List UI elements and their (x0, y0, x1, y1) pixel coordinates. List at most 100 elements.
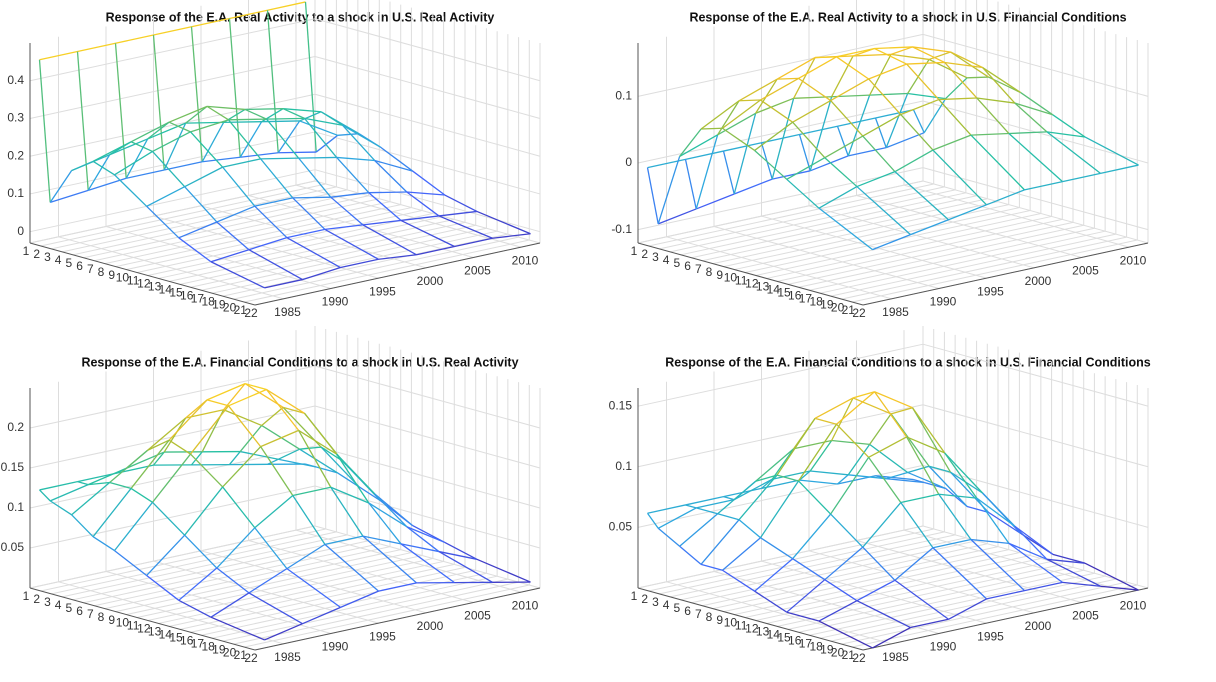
mesh-segment (374, 493, 408, 528)
mesh-segment (444, 194, 478, 213)
horizon-tick-label: 6 (684, 259, 691, 273)
horizon-tick-label: 7 (695, 262, 702, 276)
mesh-segment (163, 417, 187, 453)
mesh-segment (113, 501, 154, 552)
mesh-segment (815, 56, 837, 59)
grid-line (29, 18, 316, 82)
mesh-segment (292, 486, 331, 497)
mesh-segment (152, 131, 191, 153)
grid-line (922, 343, 1149, 407)
grid-line (841, 581, 1127, 645)
mesh-segment (722, 127, 756, 151)
mesh-segment (847, 94, 871, 157)
horizon-tick-label: 8 (706, 610, 713, 624)
z-tick-label: 0.1 (615, 89, 632, 103)
grid-line (734, 207, 1020, 271)
horizon-axis (637, 242, 864, 306)
mesh-segment (755, 97, 794, 114)
mesh-segment (152, 151, 186, 188)
mesh-segment (152, 501, 186, 536)
year-tick-label: 2000 (417, 274, 444, 288)
chart-title: Response of the E.A. Real Activity to a … (689, 10, 1126, 24)
mesh-segment (114, 150, 153, 176)
mesh-segment (722, 150, 735, 195)
mesh-segment (886, 471, 908, 480)
mesh-segment (277, 448, 300, 460)
axis-edge (314, 180, 541, 244)
mesh-segment (818, 600, 858, 622)
mesh-segment (932, 547, 987, 600)
mesh-segment (362, 224, 417, 256)
z-tick-label: 0 (17, 224, 24, 238)
year-tick-label: 1985 (882, 305, 909, 319)
mesh-segment (786, 611, 820, 622)
mesh-segment (786, 579, 826, 613)
mesh-segment (798, 56, 837, 79)
mesh-segment (190, 119, 229, 133)
grid-line (637, 464, 924, 528)
mesh-segment (87, 467, 127, 486)
mesh-segment (868, 63, 907, 80)
mesh-segment (1008, 542, 1063, 583)
mesh-segment (793, 57, 816, 99)
mesh-segment (210, 616, 265, 641)
grid-line (691, 195, 977, 259)
horizon-tick-label: 15 (169, 631, 183, 645)
mesh-segment (228, 451, 241, 466)
mesh-segment (146, 205, 180, 239)
grid-line (201, 227, 487, 291)
horizon-tick-label: 12 (745, 277, 759, 291)
mesh-segment (416, 245, 455, 256)
mesh-segment (717, 100, 740, 136)
horizon-tick-label: 18 (201, 639, 215, 653)
grid-line (314, 169, 541, 233)
year-axis (862, 242, 1149, 306)
mesh-segment (126, 169, 165, 179)
mesh-segment (400, 543, 455, 584)
horizon-tick-label: 1 (631, 589, 638, 603)
horizon-tick-label: 14 (767, 628, 781, 642)
mesh-segment (738, 78, 778, 102)
mesh-segment (976, 97, 1010, 134)
mesh-segment (792, 121, 826, 159)
grid-line (295, 184, 522, 248)
mesh-segment (912, 46, 945, 64)
horizon-tick-label: 4 (55, 598, 62, 612)
mesh-segment (944, 61, 983, 69)
horizon-tick-label: 18 (201, 294, 215, 308)
mesh-segment (717, 112, 756, 136)
mesh-segment (869, 92, 908, 96)
mesh-segment (1084, 136, 1139, 166)
mesh-segment (337, 472, 360, 488)
grid-line (29, 525, 316, 589)
grid-line (820, 230, 1106, 294)
grid-line (314, 131, 541, 195)
mesh-segment (77, 472, 116, 483)
horizon-tick-label: 9 (108, 613, 115, 627)
horizon-tick-label: 19 (820, 642, 834, 656)
mesh-segment (400, 543, 440, 553)
mesh-segment (836, 56, 870, 80)
mesh-segment (92, 488, 132, 538)
year-tick-label: 2000 (417, 619, 444, 633)
mesh-segment (797, 423, 838, 482)
mesh-segment (130, 121, 170, 143)
mesh-segment (982, 67, 1016, 104)
mesh-segment (738, 474, 778, 521)
mesh-segment (302, 606, 341, 625)
chart-title: Response of the E.A. Real Activity to a … (106, 10, 495, 24)
mesh-segment (761, 479, 800, 490)
mesh-segment (278, 458, 317, 468)
mesh-segment (836, 47, 875, 58)
mesh-segment (831, 439, 870, 446)
horizon-tick-label: 20 (831, 645, 845, 659)
horizon-tick-label: 21 (842, 648, 856, 662)
horizon-tick-label: 6 (76, 604, 83, 618)
grid-line (856, 539, 1082, 603)
grid-line (62, 534, 348, 598)
horizon-tick-label: 11 (127, 274, 140, 288)
mesh-segment (216, 221, 250, 251)
grid-line (637, 180, 924, 244)
mesh-segment (201, 122, 225, 163)
mesh-segment (278, 151, 317, 154)
